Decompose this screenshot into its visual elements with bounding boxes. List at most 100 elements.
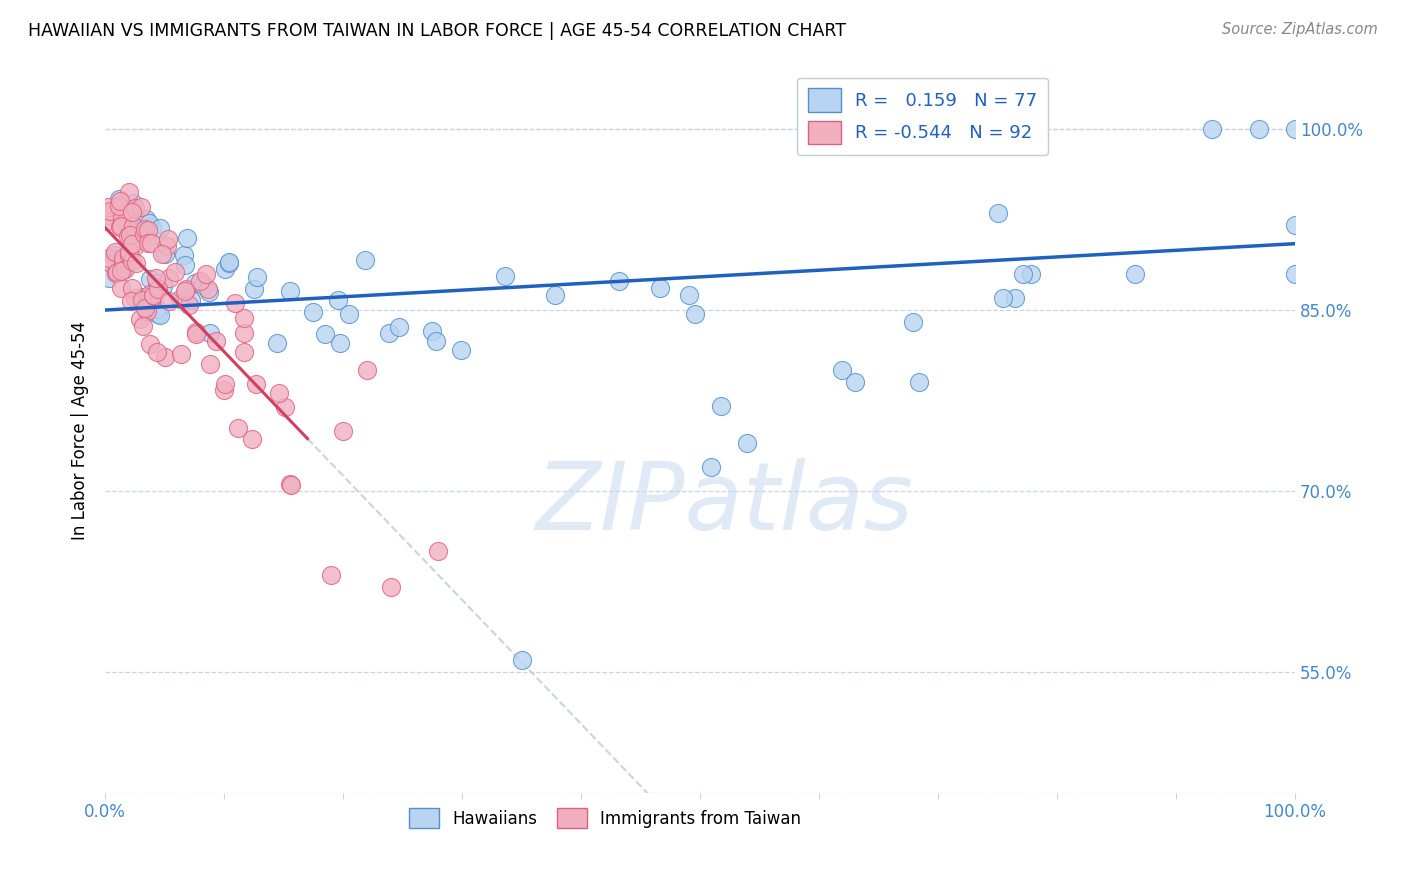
Point (117, 229, 139, 244)
Point (111, 263, 134, 277)
Point (134, 301, 156, 315)
Point (648, 280, 671, 294)
Point (104, 245, 127, 260)
Point (110, 219, 132, 234)
Point (128, 312, 150, 326)
Point (132, 318, 155, 333)
Point (194, 267, 217, 281)
Point (450, 343, 472, 357)
Point (1012, 267, 1035, 281)
Point (146, 344, 169, 359)
Point (246, 270, 269, 285)
Point (104, 266, 127, 280)
Point (139, 337, 162, 351)
Point (510, 653, 533, 667)
Point (108, 192, 131, 206)
Point (131, 293, 153, 307)
Point (844, 376, 866, 390)
Point (96, 208, 118, 222)
Point (204, 334, 226, 348)
Point (107, 198, 129, 212)
Point (112, 251, 135, 265)
Point (117, 248, 139, 262)
Point (98, 203, 121, 218)
Point (214, 383, 236, 397)
Point (427, 544, 450, 558)
Point (118, 227, 141, 242)
Point (138, 223, 160, 237)
Point (134, 222, 156, 236)
Point (233, 310, 256, 325)
Point (266, 335, 288, 350)
Point (1249, 121, 1271, 136)
Point (118, 185, 141, 199)
Point (329, 336, 352, 351)
Point (700, 459, 723, 474)
Point (243, 282, 266, 296)
Point (901, 315, 924, 329)
Point (188, 274, 211, 288)
Point (146, 302, 169, 317)
Point (174, 282, 197, 296)
Point (156, 239, 179, 253)
Point (124, 292, 146, 306)
Point (157, 270, 180, 285)
Point (157, 294, 180, 309)
Point (125, 255, 148, 269)
Point (245, 376, 267, 391)
Point (120, 216, 142, 230)
Point (420, 324, 443, 338)
Point (121, 219, 143, 233)
Point (105, 265, 128, 279)
Text: ZIPatlas: ZIPatlas (534, 458, 912, 549)
Point (280, 478, 302, 492)
Point (138, 216, 160, 230)
Point (121, 237, 143, 252)
Text: Source: ZipAtlas.com: Source: ZipAtlas.com (1222, 22, 1378, 37)
Point (314, 327, 336, 342)
Point (198, 326, 221, 340)
Point (607, 274, 630, 288)
Point (97, 200, 120, 214)
Point (218, 255, 240, 269)
Point (226, 421, 249, 435)
Point (114, 262, 136, 277)
Point (328, 293, 350, 307)
Point (174, 258, 197, 272)
Point (177, 298, 200, 312)
Point (138, 294, 160, 309)
Point (100, 257, 122, 271)
Point (169, 292, 191, 306)
Point (132, 227, 155, 241)
Point (710, 400, 733, 414)
Point (141, 220, 163, 235)
Point (117, 219, 139, 234)
Text: HAWAIIAN VS IMMIGRANTS FROM TAIWAN IN LABOR FORCE | AGE 45-54 CORRELATION CHART: HAWAIIAN VS IMMIGRANTS FROM TAIWAN IN LA… (28, 22, 846, 40)
Point (124, 239, 146, 253)
Point (354, 252, 377, 267)
Point (124, 202, 146, 216)
Point (118, 222, 141, 236)
Point (153, 351, 176, 365)
Point (103, 248, 125, 262)
Legend: Hawaiians, Immigrants from Taiwan: Hawaiians, Immigrants from Taiwan (402, 801, 808, 835)
Point (735, 435, 758, 450)
Point (278, 477, 301, 491)
Point (110, 280, 132, 294)
Point (169, 347, 191, 361)
Point (1284, 219, 1306, 233)
Point (991, 291, 1014, 305)
Point (98, 251, 121, 265)
Point (987, 206, 1010, 220)
Point (145, 270, 167, 285)
Point (274, 400, 297, 414)
Point (155, 247, 177, 261)
Point (197, 282, 219, 296)
Point (1004, 291, 1026, 305)
Point (388, 319, 411, 334)
Point (135, 212, 157, 227)
Point (173, 248, 195, 262)
Point (104, 266, 127, 280)
Point (121, 195, 143, 210)
Point (149, 221, 172, 235)
